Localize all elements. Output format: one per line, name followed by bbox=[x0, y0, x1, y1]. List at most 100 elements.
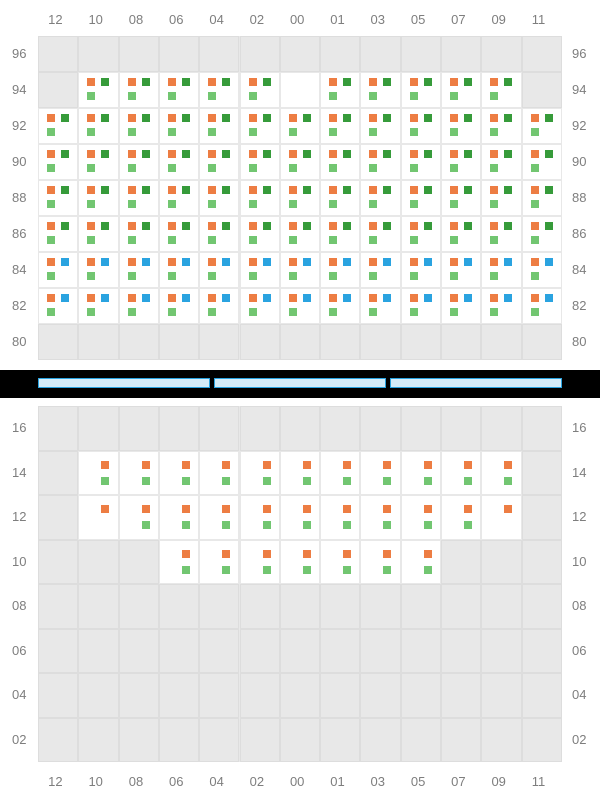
marker-blue bbox=[303, 258, 311, 266]
marker-dgreen bbox=[101, 114, 109, 122]
marker-orange bbox=[87, 186, 95, 194]
top-cell bbox=[280, 288, 320, 324]
marker-dgreen bbox=[504, 150, 512, 158]
marker-orange bbox=[450, 78, 458, 86]
marker-orange bbox=[87, 222, 95, 230]
top-cell bbox=[159, 324, 199, 360]
top-cell bbox=[119, 180, 159, 216]
marker-lgreen bbox=[168, 164, 176, 172]
marker-lgreen bbox=[128, 200, 136, 208]
marker-lgreen bbox=[329, 272, 337, 280]
marker-dgreen bbox=[61, 186, 69, 194]
marker-lgreen bbox=[504, 477, 512, 485]
marker-lgreen bbox=[531, 272, 539, 280]
marker-blue bbox=[263, 258, 271, 266]
marker-orange bbox=[208, 294, 216, 302]
marker-orange bbox=[222, 505, 230, 513]
top-cell bbox=[441, 108, 481, 144]
marker-dgreen bbox=[101, 222, 109, 230]
bottom-cell bbox=[38, 451, 78, 496]
marker-lgreen bbox=[168, 92, 176, 100]
marker-orange bbox=[87, 294, 95, 302]
marker-orange bbox=[303, 461, 311, 469]
col-label-top: 09 bbox=[491, 12, 505, 27]
bottom-cell bbox=[481, 495, 521, 540]
marker-orange bbox=[329, 294, 337, 302]
marker-lgreen bbox=[531, 164, 539, 172]
marker-orange bbox=[450, 222, 458, 230]
marker-lgreen bbox=[424, 477, 432, 485]
marker-lgreen bbox=[128, 236, 136, 244]
top-cell bbox=[240, 108, 280, 144]
marker-dgreen bbox=[101, 186, 109, 194]
top-cell bbox=[441, 144, 481, 180]
top-cell bbox=[320, 144, 360, 180]
marker-dgreen bbox=[182, 114, 190, 122]
marker-lgreen bbox=[182, 521, 190, 529]
top-cell bbox=[280, 252, 320, 288]
marker-orange bbox=[410, 78, 418, 86]
col-label-bottom: 02 bbox=[250, 774, 264, 789]
marker-dgreen bbox=[545, 186, 553, 194]
marker-orange bbox=[263, 461, 271, 469]
marker-dgreen bbox=[222, 78, 230, 86]
top-cell bbox=[401, 36, 441, 72]
marker-orange bbox=[329, 114, 337, 122]
marker-dgreen bbox=[222, 222, 230, 230]
marker-orange bbox=[168, 258, 176, 266]
bottom-cell bbox=[119, 584, 159, 629]
row-label-top: 96 bbox=[12, 46, 26, 61]
bottom-cell bbox=[240, 629, 280, 674]
bottom-cell bbox=[159, 451, 199, 496]
marker-lgreen bbox=[531, 308, 539, 316]
bottom-cell bbox=[280, 673, 320, 718]
bottom-cell bbox=[441, 495, 481, 540]
bottom-cell bbox=[159, 495, 199, 540]
marker-orange bbox=[47, 258, 55, 266]
row-label-bottom: 08 bbox=[572, 598, 586, 613]
marker-lgreen bbox=[490, 272, 498, 280]
marker-lgreen bbox=[47, 236, 55, 244]
marker-blue bbox=[222, 258, 230, 266]
marker-dgreen bbox=[424, 78, 432, 86]
marker-dgreen bbox=[424, 150, 432, 158]
marker-orange bbox=[168, 222, 176, 230]
marker-orange bbox=[182, 461, 190, 469]
col-label-bottom: 07 bbox=[451, 774, 465, 789]
top-cell bbox=[78, 288, 118, 324]
marker-orange bbox=[329, 258, 337, 266]
marker-dgreen bbox=[504, 78, 512, 86]
marker-orange bbox=[369, 222, 377, 230]
top-cell bbox=[441, 36, 481, 72]
marker-lgreen bbox=[87, 92, 95, 100]
marker-lgreen bbox=[263, 566, 271, 574]
top-cell bbox=[522, 324, 562, 360]
bottom-cell bbox=[240, 718, 280, 763]
marker-dgreen bbox=[101, 150, 109, 158]
marker-lgreen bbox=[208, 308, 216, 316]
col-label-bottom: 03 bbox=[371, 774, 385, 789]
bottom-cell bbox=[522, 629, 562, 674]
marker-lgreen bbox=[249, 236, 257, 244]
top-cell bbox=[481, 180, 521, 216]
row-label-bottom: 10 bbox=[572, 554, 586, 569]
marker-orange bbox=[424, 461, 432, 469]
marker-lgreen bbox=[369, 164, 377, 172]
marker-dgreen bbox=[142, 114, 150, 122]
marker-lgreen bbox=[222, 521, 230, 529]
marker-blue bbox=[383, 258, 391, 266]
top-cell bbox=[401, 252, 441, 288]
marker-dgreen bbox=[303, 186, 311, 194]
top-cell bbox=[481, 216, 521, 252]
col-label-top: 06 bbox=[169, 12, 183, 27]
bottom-cell bbox=[401, 673, 441, 718]
marker-lgreen bbox=[490, 236, 498, 244]
top-cell bbox=[38, 36, 78, 72]
bottom-cell bbox=[159, 540, 199, 585]
marker-lgreen bbox=[87, 272, 95, 280]
bottom-cell bbox=[401, 718, 441, 763]
bottom-cell bbox=[522, 673, 562, 718]
bottom-cell bbox=[199, 629, 239, 674]
marker-dgreen bbox=[504, 114, 512, 122]
bottom-cell bbox=[38, 495, 78, 540]
